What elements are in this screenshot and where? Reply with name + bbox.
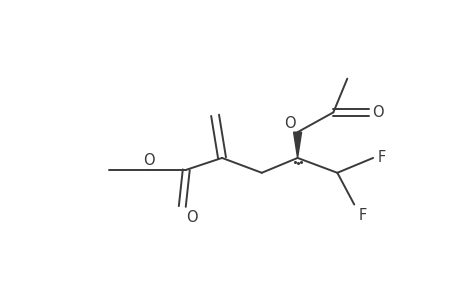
Text: O: O [142, 153, 154, 168]
Polygon shape [293, 132, 301, 158]
Text: F: F [358, 208, 366, 224]
Text: O: O [186, 210, 197, 225]
Text: O: O [283, 116, 295, 131]
Text: O: O [371, 105, 383, 120]
Text: F: F [377, 150, 386, 165]
